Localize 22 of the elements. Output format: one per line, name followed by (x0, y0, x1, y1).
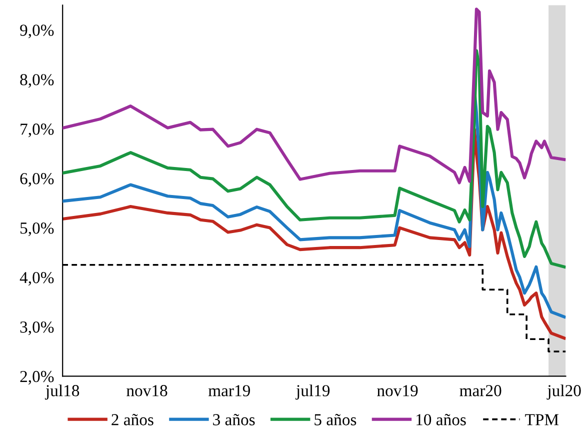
y-tick-label: 4,0% (20, 272, 54, 286)
y-tick-label: 6,0% (20, 173, 54, 187)
legend-label: 2 años (112, 414, 154, 426)
y-tick-label: 5,0% (20, 222, 54, 236)
legend-label: 10 años (416, 414, 466, 426)
legend-label: 3 años (213, 414, 255, 426)
x-tick-label: mar19 (208, 385, 250, 396)
y-tick-label: 7,0% (20, 124, 54, 138)
x-tick-label: jul20 (546, 384, 581, 400)
line-series (62, 8, 566, 184)
x-tick-label: nov18 (126, 385, 168, 396)
y-tick-label: 9,0% (20, 24, 54, 38)
y-tick-label: 8,0% (20, 74, 54, 88)
x-tick-label: jul19 (296, 384, 330, 400)
y-tick-label: 2,0% (20, 370, 54, 385)
legend-label: TPM (525, 414, 559, 426)
line-series (62, 49, 566, 268)
y-tick-label: 3,0% (20, 321, 54, 336)
x-tick-label: mar20 (460, 385, 502, 396)
x-tick-label: nov19 (377, 385, 418, 396)
x-tick-label: jul18 (44, 384, 80, 400)
legend-label: 5 años (314, 414, 356, 426)
